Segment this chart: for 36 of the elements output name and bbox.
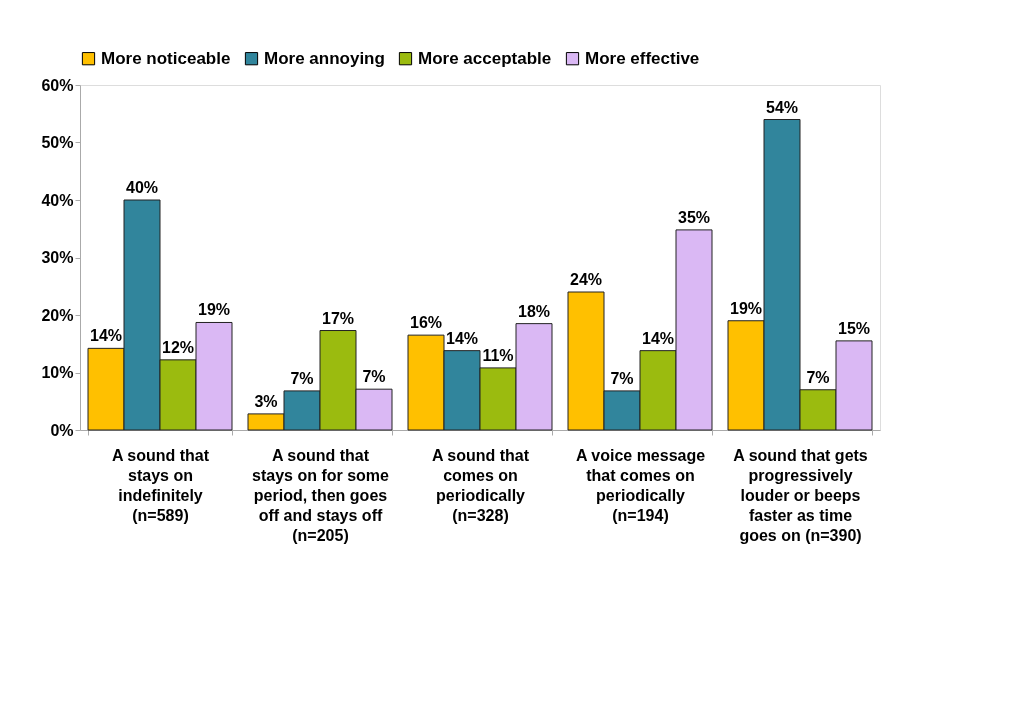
y-tick-label: 50% — [41, 134, 74, 151]
data-label: 19% — [197, 301, 231, 319]
x-tick-label: A voice message that comes on periodically (n=194) — [575, 446, 706, 524]
y-tick-label: 40% — [41, 191, 74, 209]
data-label: 14% — [641, 329, 675, 347]
data-label: 7% — [290, 369, 314, 387]
data-label: 54% — [765, 98, 799, 116]
data-label: 11% — [482, 346, 514, 364]
x-tick-label: A sound that gets progressively louder or beeps faster as time goes on (n=390) — [733, 446, 868, 544]
y-tick-label: 60% — [41, 76, 74, 94]
x-tick-label: A sound that stays on for some period, then goes off and stays off (n=205) — [252, 446, 390, 544]
data-label: 19% — [729, 299, 763, 317]
data-label: 15% — [837, 319, 871, 337]
data-label: 16% — [409, 314, 443, 332]
x-tick-label: A sound that comes on periodically (n=328) — [431, 446, 530, 524]
legend-label: More annoying — [264, 48, 385, 68]
data-label: 14% — [445, 329, 479, 347]
legend-label: More effective — [585, 48, 700, 68]
data-label: 7% — [610, 369, 634, 387]
legend-label: More noticeable — [101, 48, 231, 68]
data-label: 14% — [89, 327, 123, 345]
y-tick-label: 30% — [41, 249, 74, 266]
y-tick-label: 20% — [41, 306, 74, 324]
data-label: 7% — [806, 368, 830, 386]
x-tick-label: A sound that stays on indefinitely (n=589) — [111, 446, 210, 524]
data-label: 3% — [254, 392, 278, 410]
data-label: 35% — [677, 208, 711, 226]
y-tick-label: 10% — [41, 364, 74, 381]
data-label: 7% — [362, 368, 386, 386]
data-label: 24% — [569, 271, 603, 288]
data-label: 17% — [321, 309, 355, 327]
data-label: 40% — [125, 179, 159, 196]
y-tick-label: 0% — [50, 421, 74, 439]
data-label: 12% — [161, 338, 195, 356]
data-label: 18% — [517, 302, 551, 320]
legend-label: More acceptable — [418, 48, 552, 68]
